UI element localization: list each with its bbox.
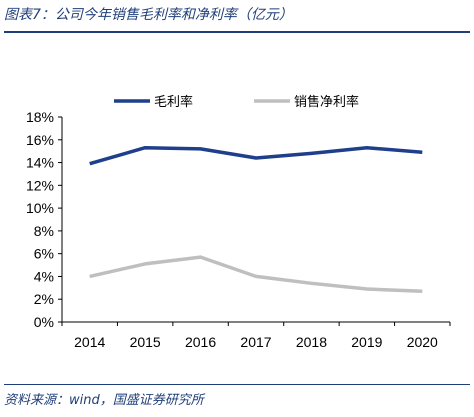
series-lines bbox=[89, 145, 423, 294]
x-tick-label: 2015 bbox=[130, 334, 161, 350]
legend: 毛利率 销售净利率 bbox=[114, 94, 359, 110]
figure-title: 图表7：公司今年销售毛利率和净利率（亿元） bbox=[4, 7, 293, 23]
title-rule bbox=[4, 31, 470, 33]
y-tick-labels: 0% 2% 4% 6% 8% 10% 12% 14% 16% 18% bbox=[26, 109, 54, 330]
source-note: 资料来源：wind，国盛证券研究所 bbox=[4, 393, 204, 408]
x-tick-labels: 2014 2015 2016 2017 2018 2019 2020 bbox=[74, 334, 438, 350]
y-tick-label: 8% bbox=[34, 223, 54, 239]
x-tick-label: 2017 bbox=[240, 334, 271, 350]
y-tick-label: 14% bbox=[26, 155, 54, 171]
series-line-1 bbox=[89, 255, 423, 294]
y-tick-label: 16% bbox=[26, 132, 54, 148]
y-tick-label: 2% bbox=[34, 291, 54, 307]
x-tick-label: 2018 bbox=[296, 334, 327, 350]
y-tick-label: 10% bbox=[26, 200, 54, 216]
y-tick-label: 18% bbox=[26, 109, 54, 125]
x-tick-label: 2020 bbox=[407, 334, 438, 350]
legend-label-0: 毛利率 bbox=[154, 94, 193, 110]
x-tick-label: 2019 bbox=[351, 334, 382, 350]
x-tick-label: 2014 bbox=[74, 334, 105, 350]
source-rule bbox=[4, 384, 470, 385]
legend-label-1: 销售净利率 bbox=[294, 94, 359, 110]
y-tick-label: 4% bbox=[34, 268, 54, 284]
series-line-0 bbox=[89, 145, 423, 166]
y-tick-label: 6% bbox=[34, 246, 54, 262]
y-tick-label: 12% bbox=[26, 177, 54, 193]
chart-axes bbox=[58, 116, 451, 326]
y-tick-label: 0% bbox=[34, 314, 54, 330]
x-tick-label: 2016 bbox=[185, 334, 216, 350]
